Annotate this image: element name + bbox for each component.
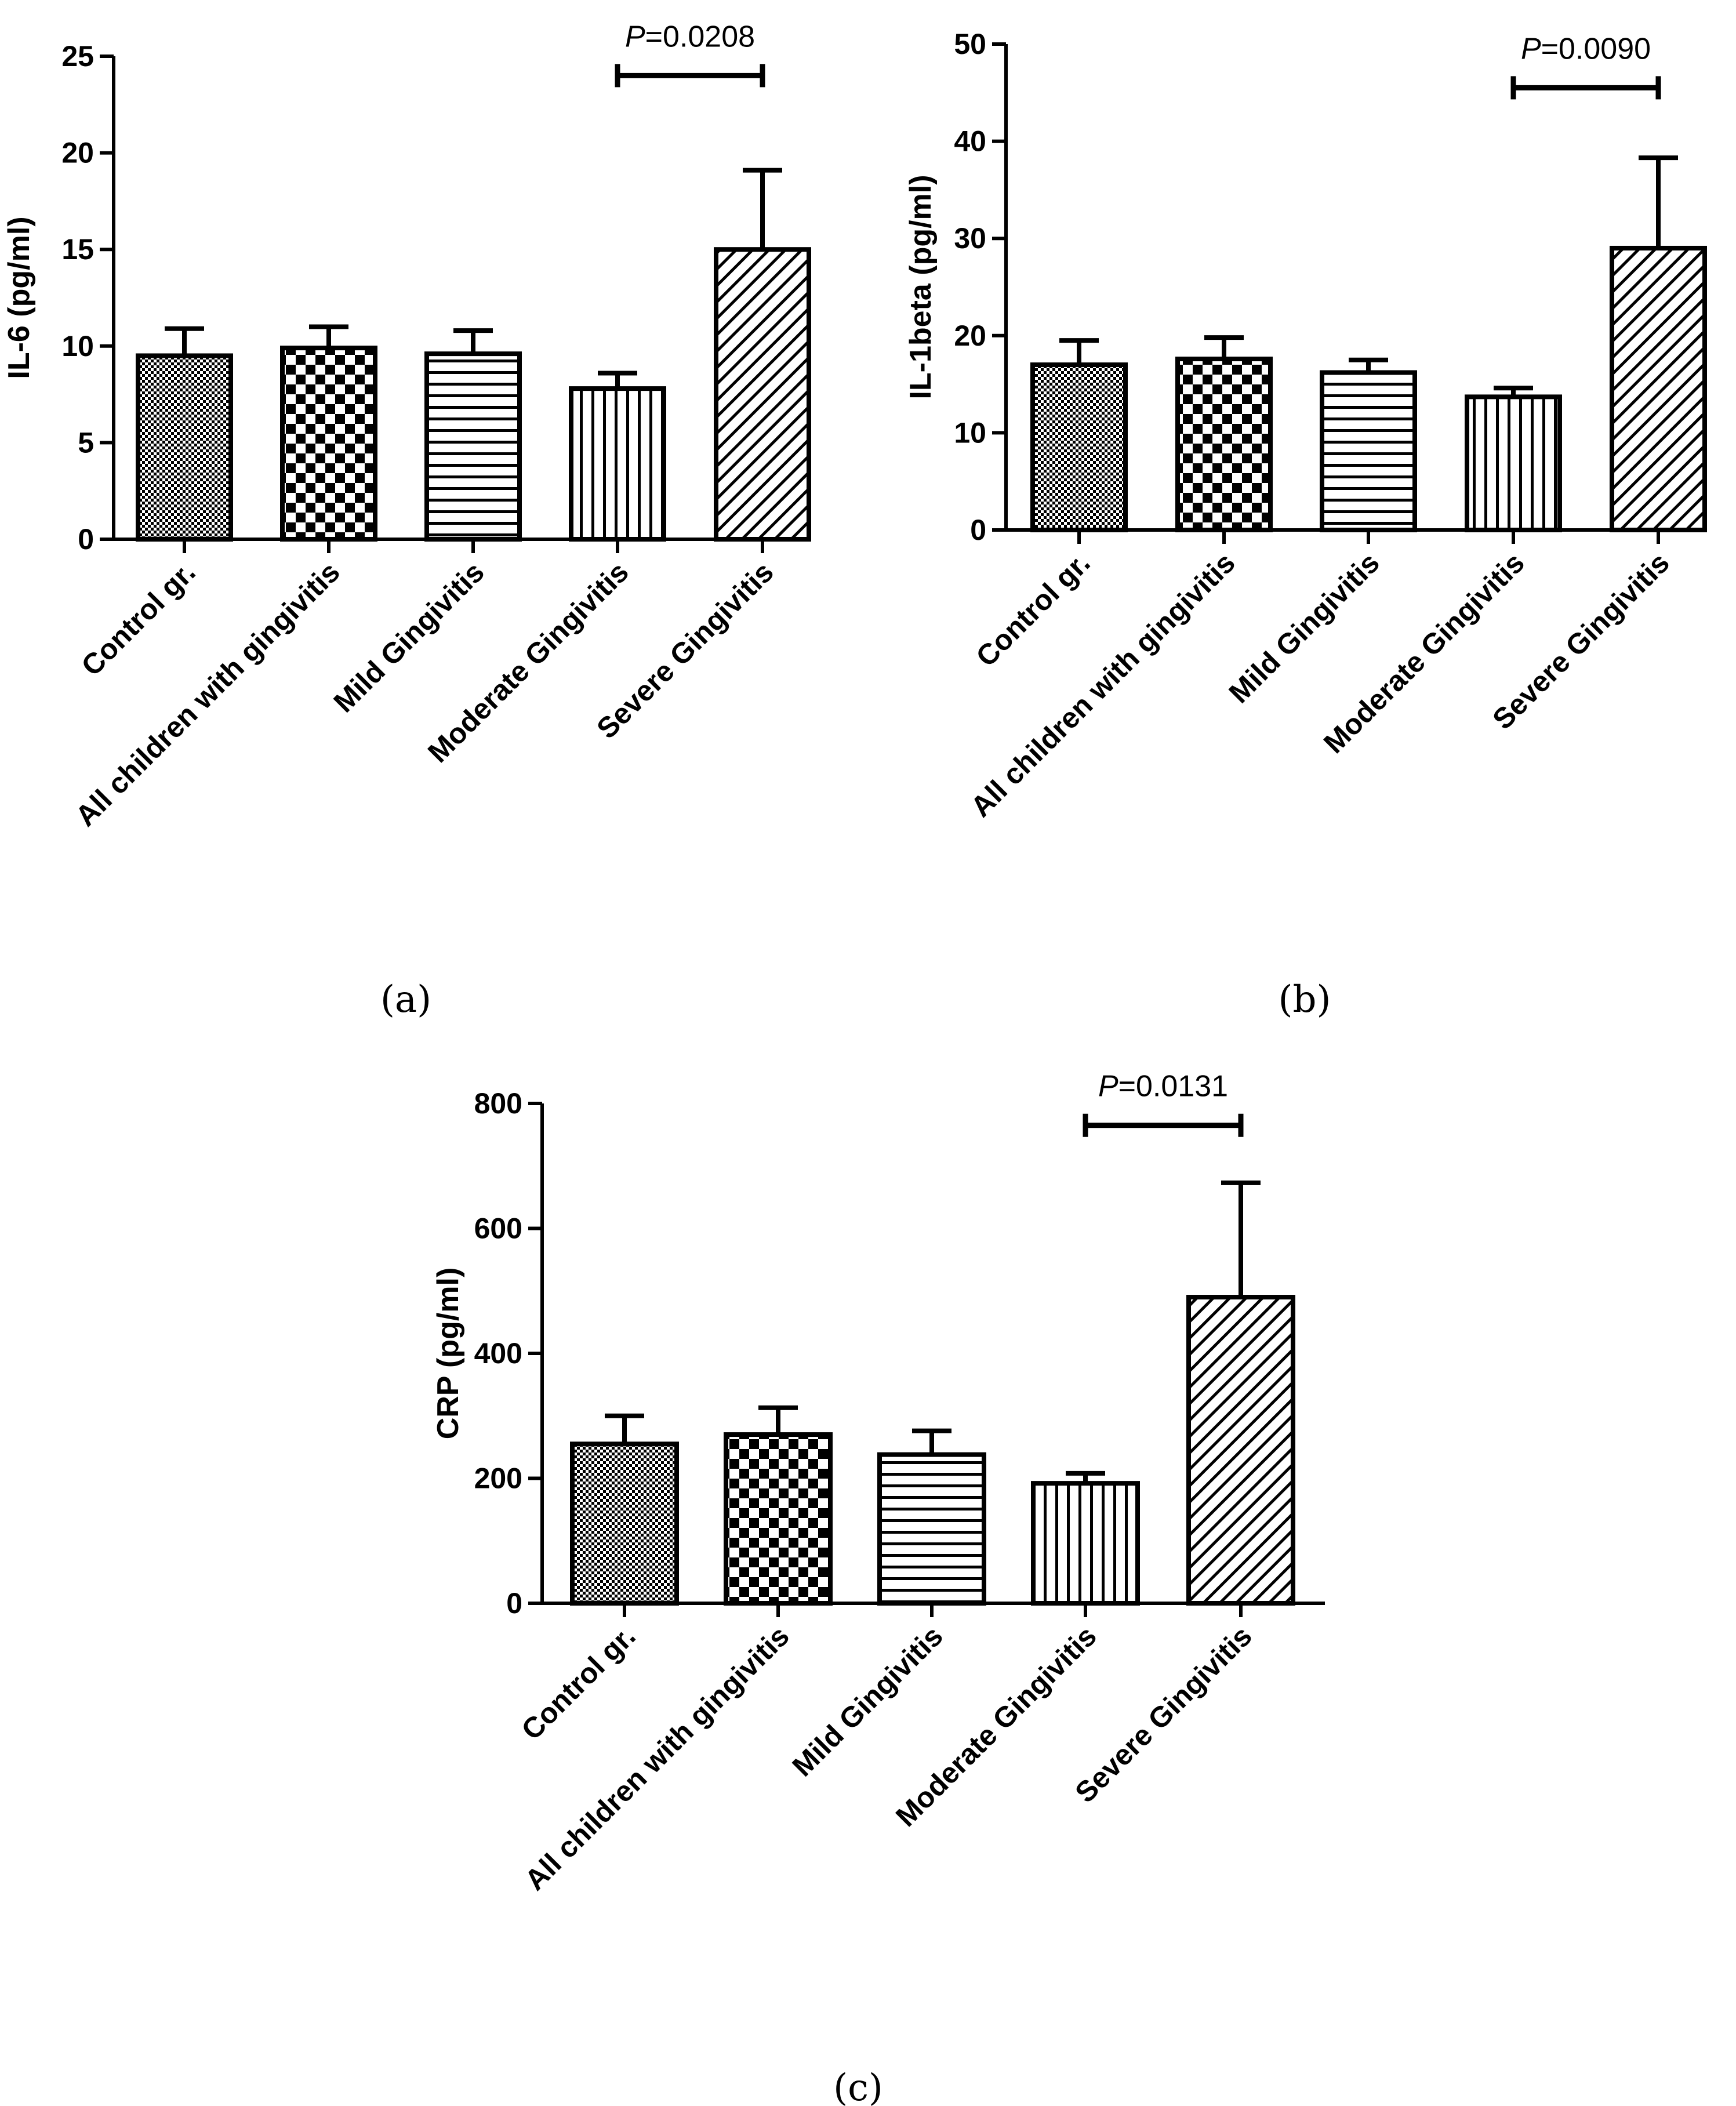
bar-c-4 [1186, 1295, 1295, 1606]
error-bar-b-3 [1494, 386, 1533, 397]
y-tick-label-c: 800 [474, 1087, 522, 1120]
chart-panel-a: 0 5 10 15 20 25 IL-6 (pg/ml) Control gr.All chi… [2, 20, 811, 1021]
y-axis-title-c: CRP (pg/ml) [431, 1268, 465, 1440]
bar-b-0 [1030, 362, 1128, 533]
error-bar-c-2 [912, 1428, 951, 1455]
category-label-a-0: Control gr. [75, 555, 201, 682]
bar-a-2 [424, 351, 522, 542]
y-tick-label-c: 400 [474, 1337, 522, 1370]
y-axis-title-a: IL-6 (pg/ml) [2, 216, 36, 379]
bar-c-2 [877, 1452, 986, 1606]
bar-c-3 [1031, 1481, 1140, 1606]
y-tick-label-b: 40 [954, 125, 986, 158]
error-bar-a-3 [598, 371, 637, 389]
category-label-b-2: Mild Gingivitis [1223, 546, 1386, 709]
y-axis-title-b: IL-1beta (pg/ml) [904, 175, 938, 399]
category-label-a-2: Mild Gingivitis [328, 555, 491, 718]
error-bar-a-2 [453, 328, 493, 354]
bar-a-1 [280, 346, 377, 542]
bar-c-1 [724, 1432, 833, 1606]
p-value-label-c: P=0.0131 [1098, 1070, 1228, 1103]
bar-b-3 [1465, 394, 1562, 532]
y-tick-label-b: 10 [954, 416, 986, 449]
y-tick-label-c: 0 [506, 1587, 522, 1620]
bar-b-4 [1610, 245, 1707, 532]
category-label-a-1: All children with gingivitis [69, 555, 346, 833]
bar-a-0 [136, 353, 233, 542]
category-label-c-2: Mild Gingivitis [786, 1620, 949, 1782]
y-tick-label-a: 25 [61, 40, 94, 72]
error-bar-a-1 [309, 324, 348, 348]
error-bar-b-2 [1349, 357, 1388, 373]
y-tick-label-a: 15 [61, 233, 94, 266]
p-value-label-b: P=0.0090 [1521, 32, 1651, 66]
bar-b-1 [1175, 357, 1273, 532]
y-tick-label-c: 200 [474, 1462, 522, 1495]
y-tick-label-b: 0 [970, 514, 986, 546]
category-label-c-1: All children with gingivitis [518, 1620, 796, 1897]
bar-b-2 [1320, 370, 1417, 532]
error-bar-c-1 [758, 1405, 798, 1435]
bar-a-3 [569, 386, 666, 542]
y-tick-label-a: 5 [78, 426, 94, 459]
bar-c-0 [570, 1441, 679, 1606]
bar-a-4 [714, 247, 811, 542]
category-label-b-0: Control gr. [969, 546, 1096, 673]
chart-panel-b: 0 10 20 30 40 50 IL-1beta (pg/ml) Control gr.Al… [904, 28, 1707, 1021]
y-tick-label-a: 10 [61, 330, 94, 362]
error-bar-c-4 [1221, 1180, 1261, 1298]
error-bar-c-0 [605, 1413, 644, 1444]
panel-label-b: (b) [1279, 978, 1331, 1021]
y-tick-label-b: 20 [954, 319, 986, 352]
significance-bracket-a [615, 64, 765, 88]
y-tick-label-b: 30 [954, 222, 986, 255]
y-tick-label-a: 0 [78, 523, 94, 555]
error-bar-b-0 [1059, 338, 1099, 365]
error-bar-a-0 [165, 326, 204, 356]
p-value-label-a: P=0.0208 [625, 20, 755, 53]
category-label-b-1: All children with gingivitis [964, 546, 1241, 823]
y-tick-label-b: 50 [954, 28, 986, 60]
panel-label-a: (a) [380, 978, 431, 1021]
y-tick-label-a: 20 [61, 137, 94, 169]
y-tick-label-c: 600 [474, 1212, 522, 1245]
chart-panel-c: 0 200 400 600 800 CRP (pg/ml) Control gr.All c… [431, 1070, 1325, 2106]
error-bar-c-3 [1066, 1470, 1105, 1484]
panel-label-c: (c) [833, 2067, 883, 2106]
category-label-c-0: Control gr. [515, 1620, 641, 1746]
error-bar-a-4 [743, 168, 782, 250]
error-bar-b-1 [1204, 335, 1244, 360]
significance-bracket-c [1083, 1113, 1244, 1137]
significance-bracket-b [1510, 76, 1661, 100]
error-bar-b-4 [1639, 155, 1678, 248]
